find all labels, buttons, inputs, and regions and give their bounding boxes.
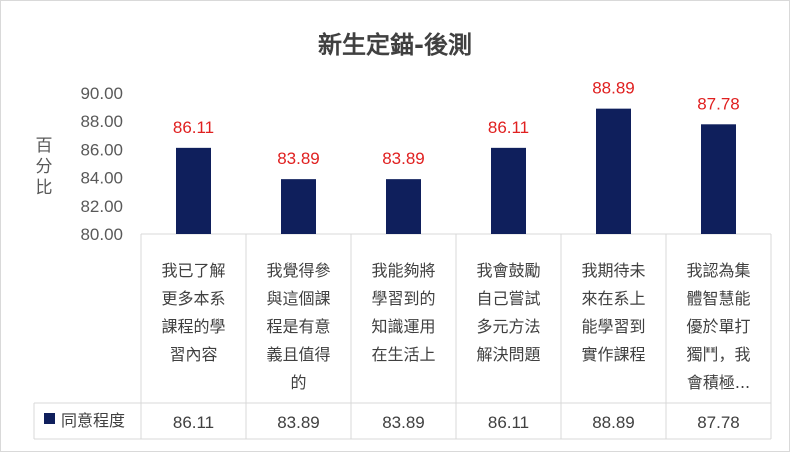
table-value-cell: 83.89 bbox=[382, 413, 425, 432]
table-value-cell: 86.11 bbox=[488, 413, 529, 432]
category-label: 我能夠將學習到的知識運用在生活上 bbox=[371, 261, 435, 364]
data-label: 86.11 bbox=[173, 118, 214, 137]
table-value-cell: 88.89 bbox=[592, 413, 635, 432]
bar bbox=[386, 179, 421, 234]
data-label: 88.89 bbox=[592, 79, 635, 98]
chart-title: 新生定錨-後測 bbox=[318, 31, 472, 59]
data-label: 83.89 bbox=[382, 149, 425, 168]
table-value-cell: 83.89 bbox=[277, 413, 320, 432]
category-label: 我認為集體智慧能優於單打獨鬥，我會積極... bbox=[686, 261, 750, 392]
y-tick-label: 88.00 bbox=[80, 112, 123, 131]
category-label: 我已了解更多本系課程的學習內容 bbox=[161, 261, 225, 364]
y-axis-label: 百分比 bbox=[36, 136, 53, 198]
y-tick-label: 84.00 bbox=[80, 169, 123, 188]
data-label: 87.78 bbox=[697, 94, 740, 113]
y-tick-label: 90.00 bbox=[80, 84, 123, 103]
bar bbox=[281, 179, 316, 234]
y-tick-label: 82.00 bbox=[80, 197, 123, 216]
bar bbox=[701, 124, 736, 234]
y-tick-label: 80.00 bbox=[80, 225, 123, 244]
data-label: 83.89 bbox=[277, 149, 320, 168]
bar bbox=[491, 147, 526, 234]
series-name: 同意程度 bbox=[61, 411, 125, 430]
category-label: 我期待未來在系上能學習到實作課程 bbox=[581, 261, 645, 364]
legend-swatch bbox=[44, 413, 55, 424]
y-axis-label-char: 百 bbox=[36, 136, 53, 156]
category-label: 我會鼓勵自己嘗試多元方法解決問題 bbox=[476, 261, 540, 364]
y-axis-label-char: 比 bbox=[36, 178, 53, 198]
category-label: 我覺得參與這個課程是有意義且值得的 bbox=[266, 261, 330, 392]
table-value-cell: 86.11 bbox=[173, 413, 214, 432]
y-tick-label: 86.00 bbox=[80, 140, 123, 159]
table-value-cell: 87.78 bbox=[697, 413, 740, 432]
data-label: 86.11 bbox=[488, 118, 529, 137]
bar bbox=[176, 147, 211, 234]
y-axis-label-char: 分 bbox=[36, 157, 53, 177]
bar bbox=[596, 108, 631, 234]
